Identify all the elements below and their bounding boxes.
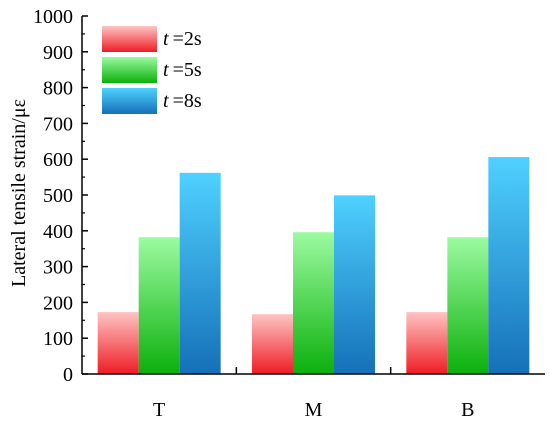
legend-swatch-1 (102, 26, 157, 52)
axes-layer: 0 100 200 300 400 500 600 700 800 900 1000 T M B (33, 6, 545, 421)
legend-value: =2s (173, 28, 202, 50)
bar-m-series-1 (252, 314, 293, 374)
legend-variable: t (163, 59, 169, 81)
x-tick-label: M (305, 399, 323, 421)
y-tick-label: 200 (43, 292, 73, 314)
legend-value: =5s (173, 59, 202, 81)
x-tick-label: B (461, 399, 474, 421)
y-tick-label: 400 (43, 221, 73, 243)
bar-t-series-1 (97, 312, 139, 374)
y-tick-label: 1000 (33, 6, 73, 28)
legend-variable: t (163, 28, 169, 50)
legend: t =2st =5st =8s (102, 26, 202, 114)
legend-value: =8s (173, 90, 202, 112)
bar-m-series-3 (334, 195, 375, 374)
legend-label-3: t =8s (163, 90, 202, 112)
bar-b-series-1 (406, 312, 448, 374)
y-tick-label: 900 (43, 42, 73, 64)
y-tick-label: 300 (43, 257, 73, 279)
y-tick-label: 600 (43, 149, 73, 171)
legend-label-2: t =5s (163, 59, 202, 81)
y-axis-label: Lateral tensile strain/με (8, 99, 30, 287)
y-tick-label: 0 (63, 364, 73, 386)
y-tick-label: 500 (43, 185, 73, 207)
legend-label-1: t =2s (163, 28, 202, 50)
y-tick-label: 800 (43, 78, 73, 100)
bar-b-series-2 (447, 237, 489, 374)
legend-variable: t (163, 90, 169, 112)
y-tick-label: 100 (43, 328, 73, 350)
x-tick-label: T (153, 399, 165, 421)
bars-layer (97, 157, 530, 374)
bar-b-series-3 (488, 157, 530, 374)
bar-t-series-3 (179, 172, 221, 374)
bar-t-series-2 (138, 237, 180, 374)
bar-m-series-2 (293, 232, 334, 374)
y-tick-label: 700 (43, 113, 73, 135)
legend-swatch-3 (102, 88, 157, 114)
legend-swatch-2 (102, 57, 157, 83)
